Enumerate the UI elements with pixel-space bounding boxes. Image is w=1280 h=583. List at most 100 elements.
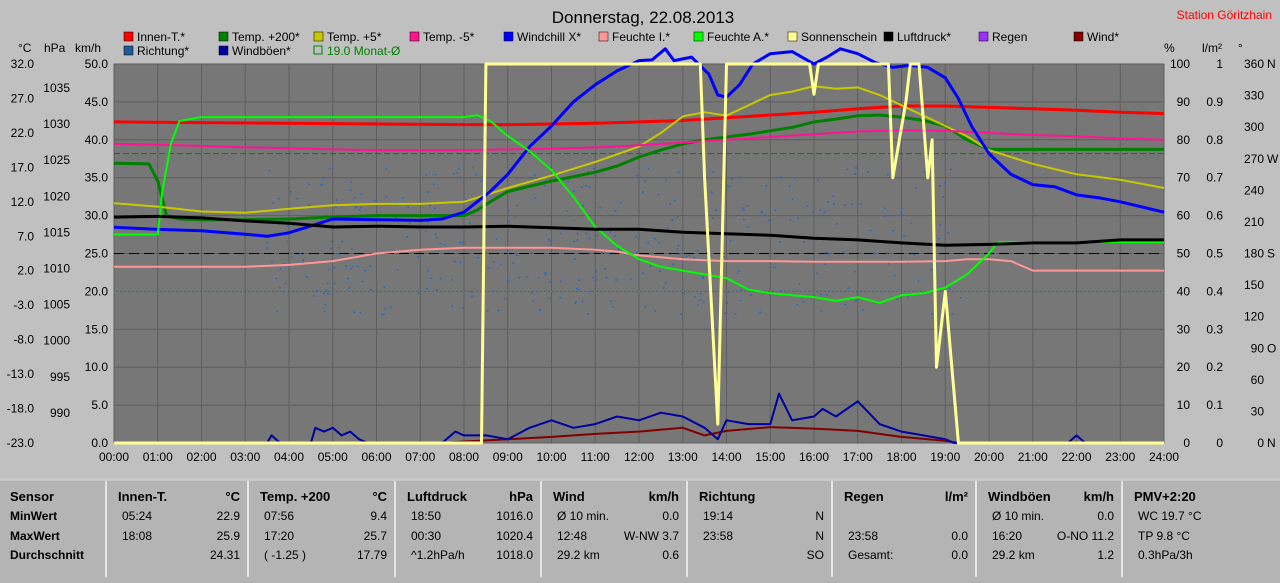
direction-point [677,171,680,174]
cell-value: 0.0 [951,548,968,562]
table-row: 00:30 1020.4 [407,527,533,547]
legend-swatch [409,31,420,42]
direction-point [530,177,533,180]
cell-value: 25.7 [363,528,387,543]
direction-point [950,168,953,171]
table-column-5: Richtung 19:14 N 23:58 N SO [699,487,824,583]
direction-point [572,240,575,243]
direction-point [798,282,801,285]
direction-point [429,204,432,207]
degree-tick-label: 150 [1244,278,1264,292]
direction-point [765,185,768,187]
degree-tick-label: 210 [1244,215,1264,229]
direction-point [389,306,392,309]
x-tick-label: 02:00 [186,450,216,464]
direction-point [778,241,781,243]
direction-tick-label: O [1267,341,1276,355]
degree-tick-label: 120 [1244,310,1264,324]
direction-point [629,278,632,281]
direction-point [613,235,616,238]
direction-point [819,293,822,296]
direction-point [914,186,917,189]
column-header: Windböen km/h [988,487,1114,507]
direction-point [611,305,614,308]
degree-tick-label: 330 [1244,89,1264,103]
column-name: Innen-T. [118,489,168,504]
direction-point [823,211,826,214]
hpa-tick-label: 990 [50,406,70,420]
direction-point [712,217,714,219]
direction-point [889,214,892,217]
percent-tick-label: 10 [1177,398,1191,412]
direction-point [742,207,744,210]
direction-point [672,263,674,266]
direction-point [370,288,373,291]
cell-label: MinWert [10,509,58,523]
direction-point [588,237,591,240]
direction-point [635,174,638,177]
direction-point [381,313,384,316]
direction-point [696,250,699,252]
cell-value: 0.0 [951,528,968,543]
celsius-tick-label: -18.0 [7,402,35,416]
cell-label: Durchschnitt [10,548,85,562]
column-name: Temp. +200 [260,489,331,504]
celsius-tick-label: 17.0 [11,160,35,174]
direction-point [664,281,667,284]
direction-point [359,206,362,209]
direction-point [667,226,670,229]
direction-point [453,260,456,263]
table-row: 19:14 N [699,507,824,527]
direction-point [676,248,679,251]
direction-point [886,252,889,255]
direction-point [459,176,461,179]
direction-point [728,185,731,188]
direction-point [330,247,333,250]
axis-unit-label: hPa [44,41,66,55]
cell-label: 23:58 [848,528,879,543]
direction-point [817,178,820,181]
table-column-8: PMV+2:20 WC 19.7 °C TP 9.8 °C 0.3hPa/3h [1134,487,1272,583]
legend-swatch [503,31,514,42]
direction-point [599,206,602,209]
direction-point [477,256,480,259]
cell-value: 9.4 [370,509,387,523]
direction-point [425,174,428,177]
direction-point [359,311,362,314]
axes: 00:00 01:00 02:00 03:00 04:00 05:00 06:00 07:00… [7,41,1279,464]
direction-point [608,253,611,256]
direction-point [674,199,677,202]
direction-point [548,297,551,300]
direction-point [526,275,529,278]
cell-label [118,548,122,562]
cell-value: N [815,509,824,523]
direction-point [665,178,668,181]
direction-point [348,287,351,290]
direction-point [492,260,495,263]
series-temp-5 [113,129,1165,152]
direction-point [364,269,367,272]
cell-label: 17:20 [264,528,295,543]
direction-point [369,265,372,268]
direction-point [942,195,945,198]
direction-point [516,204,519,207]
direction-point [773,266,776,269]
cell-direction: O-NO 11.2 [1056,528,1114,543]
direction-point [816,272,819,275]
cell-label: MaxWert [10,528,60,543]
direction-point [544,273,547,276]
kmh-tick-label: 10.0 [85,360,109,374]
direction-point [619,201,622,204]
direction-point [471,295,474,298]
direction-point [746,204,749,207]
direction-point [495,238,498,241]
direction-point [507,209,510,212]
percent-tick-label: 70 [1177,171,1191,185]
cell-value: 0.6 [662,548,679,562]
kmh-tick-label: 15.0 [85,322,109,336]
lm2-tick-label: 0.8 [1206,133,1223,147]
direction-point [819,209,822,212]
column-header: Luftdruck hPa [407,487,533,507]
direction-point [825,251,827,254]
direction-point [861,309,864,312]
